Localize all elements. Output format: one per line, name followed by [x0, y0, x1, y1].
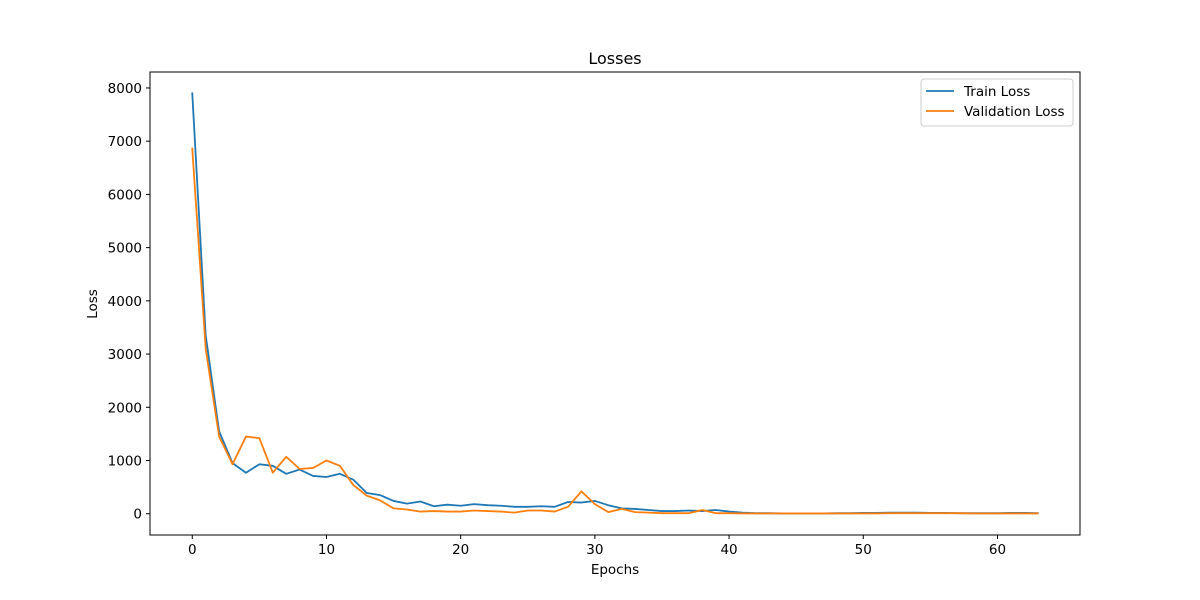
y-tick-label: 7000	[108, 134, 142, 150]
y-tick-label: 3000	[108, 347, 142, 363]
y-tick-label: 2000	[108, 400, 142, 416]
y-tick-label: 1000	[108, 453, 142, 469]
x-tick-label: 60	[989, 542, 1006, 558]
legend-label: Train Loss	[963, 84, 1030, 100]
x-tick-label: 20	[452, 542, 469, 558]
y-axis: 0 1000 2000 3000 4000 5000 6000 7000 8000	[108, 81, 150, 523]
y-axis-label: Loss	[85, 289, 101, 319]
x-tick-label: 10	[318, 542, 335, 558]
x-axis: 0 10 20 30 40 50 60	[188, 535, 1006, 558]
x-axis-label: Epochs	[591, 562, 639, 578]
legend-box	[920, 78, 1074, 127]
plot-area	[191, 92, 1039, 515]
y-tick-label: 4000	[108, 294, 142, 310]
x-tick-label: 30	[586, 542, 603, 558]
series-line-validation-loss	[191, 147, 1039, 515]
series-line-train-loss	[191, 92, 1039, 515]
plot-frame	[149, 71, 1081, 536]
legend: Train Loss Validation Loss	[920, 78, 1074, 127]
y-tick-label: 5000	[108, 241, 142, 257]
y-tick-label: 6000	[108, 187, 142, 203]
legend-label: Validation Loss	[964, 104, 1065, 120]
x-tick-label: 0	[188, 542, 197, 558]
chart-title: Losses	[588, 49, 641, 68]
y-tick-label: 8000	[108, 81, 142, 97]
x-tick-label: 50	[855, 542, 872, 558]
x-tick-label: 40	[720, 542, 737, 558]
y-tick-label: 0	[133, 507, 142, 523]
